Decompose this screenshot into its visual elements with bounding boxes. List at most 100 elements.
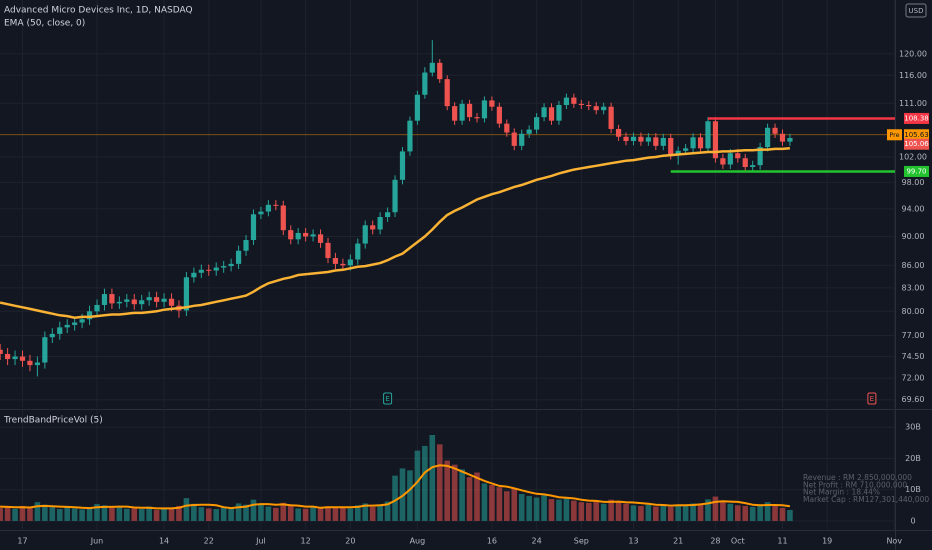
y-tick-label: 102.00 [899,152,927,161]
candle-body [116,301,122,304]
volume-bar [384,501,391,521]
volume-bar [220,507,227,521]
candle-body [735,153,741,159]
ema-line [0,147,791,319]
candle-body [303,232,309,237]
candle-body [414,94,420,121]
volume-bar [280,502,287,521]
y-tick-label: 74.50 [902,352,925,361]
volume-bar [340,506,346,521]
pre-label-box [904,129,929,141]
info-line: Net Profit : RM 710,000,000 [803,480,907,489]
info-line: Net Margin : 18.44% [803,488,880,497]
x-tick-label: 22 [204,537,214,546]
volume-band-line [0,464,791,510]
volume-bar [295,508,301,521]
volume-bar [287,505,294,521]
x-tick-label: 21 [673,537,683,546]
candle-body [459,103,465,121]
pre-tag-box [887,129,902,141]
candle-body [489,100,495,107]
candle-body [288,230,294,240]
volume-bar [191,503,197,521]
volume-bar [168,507,175,521]
volume-bar [153,510,160,521]
candle-body [265,204,271,212]
volume-bar [615,501,622,521]
volume-bar [317,508,324,521]
candle-body [64,324,70,328]
volume-bar [19,505,26,521]
volume-bar [705,499,711,521]
x-tick-label: Oct [731,537,745,546]
earnings-marker [867,392,877,405]
candle-body [295,232,301,240]
candle-body [615,128,622,137]
volume-bar [64,506,71,521]
volume-bar [362,503,369,521]
volume-bar [265,506,272,521]
volume-bar [332,507,339,521]
volume-bar [183,498,190,521]
candle-body [675,150,681,156]
candle-body [310,234,316,237]
volume-bar [563,497,570,521]
candle-body [630,136,637,141]
candle-body [161,298,167,302]
volume-bar [466,477,473,521]
volume-bar [56,509,63,521]
candle-body [720,158,726,165]
y-tick-label: 98.00 [902,178,925,187]
volume-bar [71,508,78,521]
candle-body [191,272,197,278]
volume-bar [742,505,749,521]
candle-body [94,304,100,312]
volume-bar [511,489,518,521]
volume-bar [369,506,376,521]
volume-bar [459,469,465,521]
volume-bar [34,502,41,521]
volume-bar [682,505,689,521]
candle-body [638,136,644,142]
candle-body [317,234,324,243]
volume-bar [779,507,786,521]
candle-body [49,333,55,338]
volume-bar [578,502,585,521]
candle-body [154,297,160,302]
candle-body [683,148,689,151]
candle-body [571,97,577,104]
candle-body [690,137,696,149]
candle-body [340,263,346,266]
volume-bar [12,508,18,521]
volume-bar [556,499,562,521]
volume-bar [764,502,771,521]
candle-body [534,117,540,130]
candle-body [526,129,532,134]
volume-bar [600,503,607,521]
candle-body [34,362,41,366]
volume-bar [94,504,100,521]
plot-layer [0,0,895,530]
candle-body [750,165,756,168]
candle-body [437,62,443,80]
level-label: 108.38 [904,114,929,122]
candle-body [452,106,458,121]
candle-body [772,127,778,134]
candle-body [206,269,212,271]
candle-body [42,337,48,363]
candle-body [601,106,607,111]
volume-bar [27,508,33,521]
x-tick-label: 24 [532,537,542,546]
volume-bar [198,507,205,521]
x-tick-label: 16 [487,537,497,546]
volume-bar [258,504,264,521]
volume-bar [347,508,354,521]
candle-body [779,133,786,142]
y-tick-label: 116.00 [899,71,927,80]
candle-body [712,121,719,159]
candle-body [221,266,227,268]
volume-bar [116,506,123,521]
candle-body [474,117,480,119]
volume-bar [407,470,413,521]
